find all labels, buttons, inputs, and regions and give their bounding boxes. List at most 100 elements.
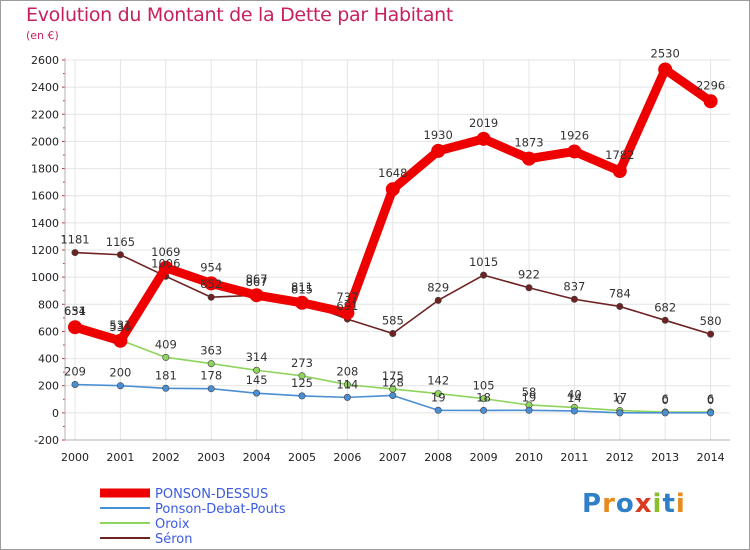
data-point: [162, 353, 170, 361]
logo-letter: o: [615, 489, 635, 519]
y-tick-label: 800: [38, 298, 59, 311]
data-label: 6: [662, 392, 669, 406]
x-tick-label: 2007: [379, 451, 407, 464]
data-point: [71, 380, 79, 388]
data-label: 737: [336, 290, 358, 304]
data-point: [204, 276, 219, 291]
data-point: [253, 389, 261, 397]
data-label: 829: [427, 280, 449, 294]
data-label: 1181: [60, 233, 89, 247]
legend: PONSON-DESSUSPonson-Debat-PoutsOroixSéro…: [100, 487, 286, 547]
y-tick-label: 200: [38, 380, 59, 393]
data-point: [298, 392, 306, 400]
x-tick-label: 2014: [697, 451, 725, 464]
y-tick-label: 2000: [31, 135, 59, 148]
data-point: [298, 372, 306, 380]
x-tick-label: 2004: [243, 451, 271, 464]
data-point: [525, 406, 533, 414]
y-tick-label: 1800: [31, 163, 59, 176]
data-label: 0: [707, 393, 714, 407]
data-label: 125: [291, 376, 313, 390]
data-point: [434, 406, 442, 414]
data-label: 585: [382, 313, 404, 327]
data-point: [707, 330, 715, 338]
data-label: 811: [291, 280, 313, 294]
logo-letter: i: [652, 489, 663, 519]
data-label: 0: [662, 393, 669, 407]
data-point: [612, 164, 627, 179]
legend-label: Ponson-Debat-Pouts: [155, 502, 286, 517]
y-tick-label: 1200: [31, 244, 59, 257]
data-label: 1069: [151, 245, 180, 259]
data-label: 631: [64, 304, 86, 318]
y-tick-label: 1600: [31, 190, 59, 203]
data-label: 837: [563, 279, 585, 293]
y-tick-label: 2200: [31, 108, 59, 121]
data-label: 2019: [469, 116, 498, 130]
data-label: 1006: [151, 256, 180, 270]
data-label: 175: [382, 369, 404, 383]
data-label: 654: [64, 304, 86, 318]
data-point: [68, 320, 82, 335]
data-label: 273: [291, 356, 313, 370]
data-point: [525, 284, 533, 292]
legend-label: PONSON-DESSUS: [155, 487, 268, 502]
data-label: 145: [246, 373, 268, 387]
data-label: 1926: [560, 128, 589, 142]
data-label: 536: [109, 320, 131, 334]
x-tick-label: 2005: [288, 451, 316, 464]
data-point: [343, 381, 351, 389]
x-tick-label: 2001: [106, 451, 134, 464]
x-tick-label: 2000: [61, 451, 89, 464]
data-label: 1930: [424, 128, 453, 142]
data-point: [476, 131, 491, 146]
x-tick-label: 2006: [333, 451, 361, 464]
data-label: 114: [336, 377, 358, 391]
y-tick-label: -200: [34, 434, 59, 447]
data-point: [480, 406, 488, 414]
data-point: [616, 302, 624, 310]
data-point: [116, 382, 124, 390]
data-label: 1165: [106, 235, 135, 249]
data-label: 40: [567, 387, 582, 401]
data-label: 314: [246, 350, 268, 364]
data-point: [340, 305, 355, 320]
data-labels: 1181 1165 1006 852 867 815 691 585 829 1015 922 837…: [60, 47, 725, 407]
data-point: [389, 329, 397, 337]
chart-title: Evolution du Montant de la Dette par Hab…: [26, 4, 454, 26]
data-label: 2530: [651, 47, 680, 61]
x-tick-label: 2012: [606, 451, 634, 464]
data-label: 6: [707, 392, 714, 406]
data-point: [570, 295, 578, 303]
y-tick-label: 2400: [31, 81, 59, 94]
data-label: 363: [200, 344, 222, 358]
data-point: [703, 94, 718, 109]
data-point: [661, 316, 669, 324]
data-label: 867: [246, 275, 268, 289]
data-point: [249, 288, 264, 303]
proxiti-logo: Proxiti: [582, 489, 686, 519]
data-point: [207, 360, 215, 368]
data-point: [207, 385, 215, 393]
data-point: [253, 366, 261, 374]
data-label: 867: [246, 272, 268, 286]
data-label: 200: [109, 366, 131, 380]
x-tick-label: 2010: [515, 451, 543, 464]
data-point: [113, 333, 128, 348]
data-point: [522, 151, 536, 166]
data-point: [295, 295, 309, 310]
data-label: 852: [200, 277, 222, 291]
x-tick-label: 2002: [152, 451, 180, 464]
logo-letter: i: [675, 489, 686, 519]
data-point: [71, 249, 79, 257]
legend-label: Oroix: [155, 517, 190, 532]
data-point: [616, 409, 624, 417]
data-label: 0: [616, 393, 623, 407]
data-label: 105: [473, 379, 495, 393]
x-tick-label: 2003: [197, 451, 225, 464]
logo-letter: P: [582, 489, 603, 519]
data-label: 1873: [514, 136, 543, 150]
x-tick-label: 2009: [470, 451, 498, 464]
x-tick-label: 2013: [651, 451, 679, 464]
